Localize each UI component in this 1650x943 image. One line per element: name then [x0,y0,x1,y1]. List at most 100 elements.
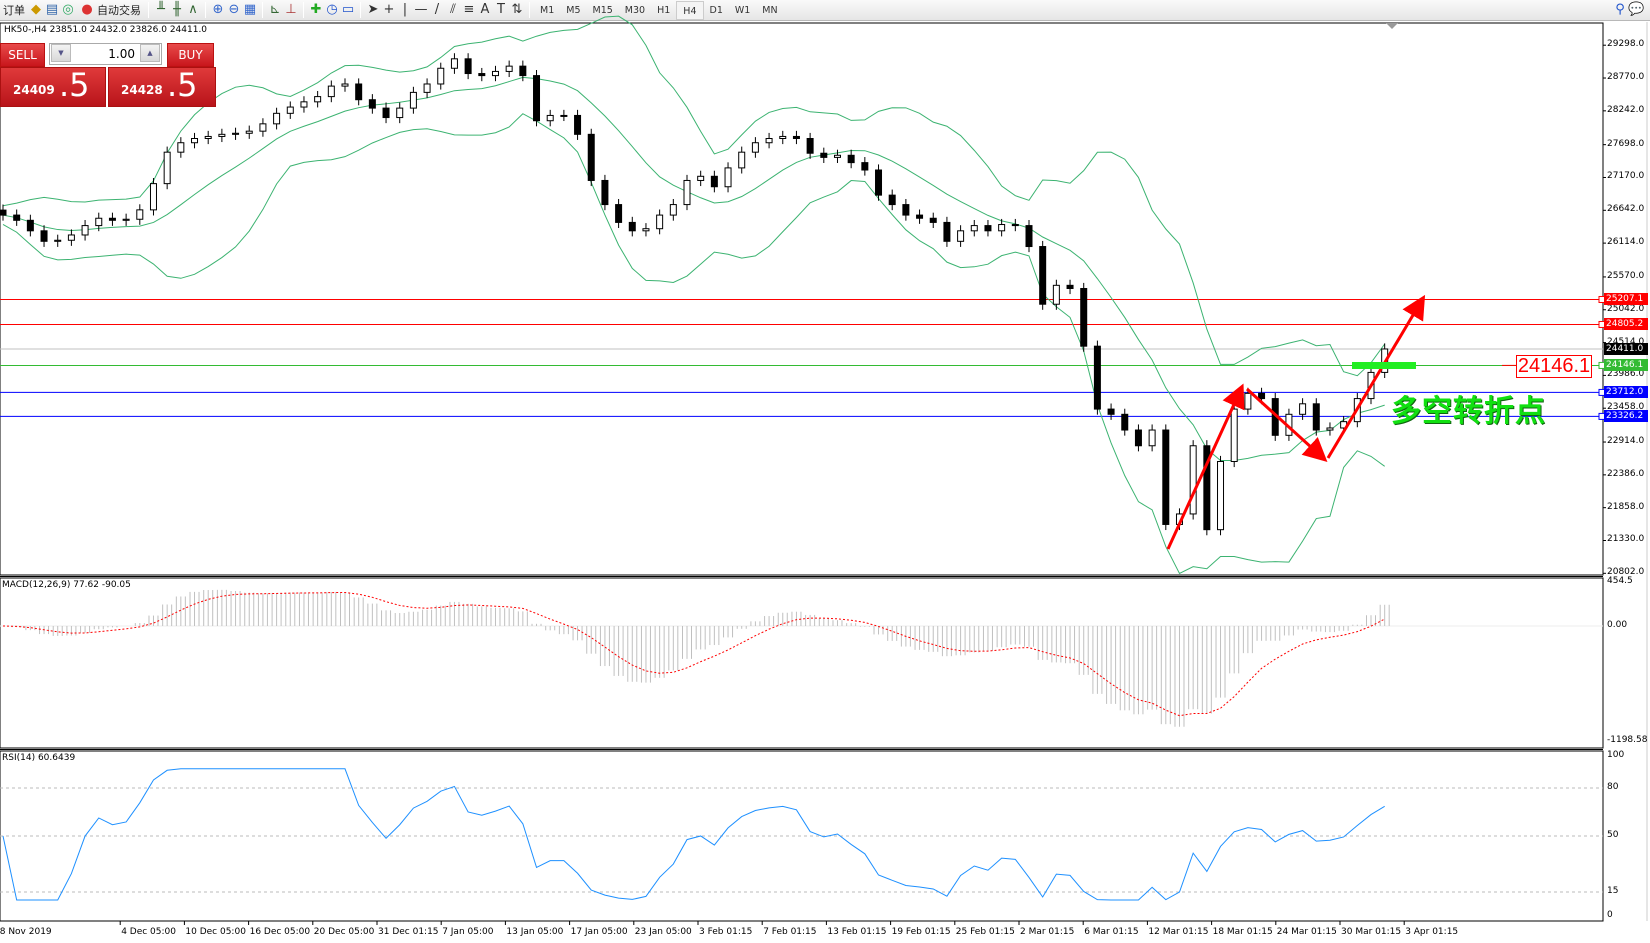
candle [1039,246,1047,305]
candle [95,217,103,227]
timeframe-h4[interactable]: H4 [676,0,704,20]
periods-icon[interactable]: ◷ [326,2,338,17]
candle [888,194,896,206]
candle [54,239,62,242]
indicators-icon[interactable]: ✚ [310,2,322,17]
zoom-in-icon[interactable]: ⊕ [212,2,224,17]
candle [970,225,978,232]
timeframe-h1[interactable]: H1 [657,4,671,16]
price-tick: 22914.0 [1607,436,1645,447]
candle [1217,460,1225,531]
candle [136,209,144,220]
line-chart-icon[interactable]: ∧ [188,2,198,17]
rsi-line [2,768,1385,901]
lot-decrease-button[interactable]: ▼ [51,44,71,62]
candle [628,221,636,232]
candle [902,204,910,216]
rsi-tick: 100 [1607,750,1625,760]
crosshair-icon[interactable]: + [383,2,395,17]
timeframe-m15[interactable]: M15 [592,4,613,16]
tile-windows-icon[interactable]: ▦ [243,2,257,17]
candle [286,106,294,114]
channel-icon[interactable]: ⫽ [450,2,456,17]
candle [67,234,75,241]
candle [382,107,390,119]
candle [437,67,445,85]
candle [259,123,267,132]
timeframe-mn[interactable]: MN [762,4,778,16]
candle [1093,345,1101,410]
auto-trading-button[interactable]: ● 自动交易 [76,1,144,20]
navigator-icon[interactable]: ▤ [45,2,59,17]
sell-price-frac: .5 [59,66,90,104]
timeframe-d1[interactable]: D1 [709,4,723,16]
candle [1162,429,1170,525]
candle [929,217,937,223]
sell-price-button[interactable]: 24409 .5 [0,66,106,107]
turning-point-text[interactable]: 多空转折点 [1391,394,1546,429]
candle [341,83,349,87]
buy-button[interactable]: BUY [167,43,214,67]
candlestick-icon[interactable]: ╫ [173,2,181,17]
candle [218,133,226,137]
candle [300,101,308,108]
candle [765,138,773,144]
chart-shift-icon[interactable]: ⊥ [285,2,297,17]
candle [396,107,404,119]
autoscroll-icon[interactable]: ⊾ [269,2,281,17]
timeframe-m5[interactable]: M5 [566,4,581,16]
bar-chart-icon[interactable]: ╨ [157,2,165,17]
macd-label: MACD(12,26,9) 77.62 -90.05 [2,580,131,590]
candle [232,132,240,135]
lot-increase-button[interactable]: ▲ [140,44,160,62]
price-tag: 24411.0 [1604,342,1648,355]
separator [262,2,263,18]
templates-icon[interactable]: ▭ [341,2,355,17]
candle [943,221,951,242]
price-tick: 24514.0 [1607,336,1645,347]
zoom-out-icon[interactable]: ⊖ [228,2,240,17]
date-tick: 6 Mar 01:15 [1084,927,1139,937]
price-tick: 21858.0 [1607,501,1645,512]
trendline-icon[interactable]: / [434,2,440,17]
vertical-line-icon[interactable]: | [402,2,408,17]
buy-price-button[interactable]: 24428 .5 [108,66,216,107]
price-label-object[interactable]: 24146.1 [1516,355,1592,378]
signals-icon[interactable]: ◎ [62,2,74,17]
macd-tick: 0.00 [1607,620,1628,630]
candle [40,230,48,242]
candle [697,175,705,181]
price-tick: 20802.0 [1607,567,1645,578]
timeframe-w1[interactable]: W1 [734,4,751,16]
macd-panel [0,577,1604,749]
separator [148,2,149,18]
new-order-button[interactable]: 订单 [0,1,28,20]
trend-arrow [1245,387,1328,463]
search-icon[interactable]: ⚲ [1615,2,1625,17]
arrows-icon[interactable]: ⇅ [511,2,523,17]
candle [1107,408,1115,415]
text-label-icon[interactable]: T [497,2,505,17]
sell-button[interactable]: SELL [0,43,45,67]
market-watch-icon[interactable]: ◆ [31,2,41,17]
date-tick: 4 Dec 05:00 [121,927,176,937]
horizontal-line-icon[interactable]: — [414,2,428,17]
chat-icon[interactable]: 💬 [1628,2,1645,17]
candle [191,138,199,144]
timeframe-m1[interactable]: M1 [540,4,555,16]
timeframe-m30[interactable]: M30 [624,4,646,16]
buy-price-main: 24428 [121,83,163,97]
candle [122,218,130,221]
text-icon[interactable]: A [480,2,490,17]
separator [360,2,361,18]
candle [505,65,513,72]
date-tick: 28 Nov 2019 [0,927,52,937]
lot-input[interactable]: 1.00 [49,43,162,65]
candle [1203,445,1211,531]
candle [1121,413,1129,431]
cursor-icon[interactable]: ➤ [367,2,379,17]
separator [529,2,530,18]
price-tick: 25570.0 [1607,270,1645,281]
fibonacci-icon[interactable]: ≡ [463,2,475,17]
